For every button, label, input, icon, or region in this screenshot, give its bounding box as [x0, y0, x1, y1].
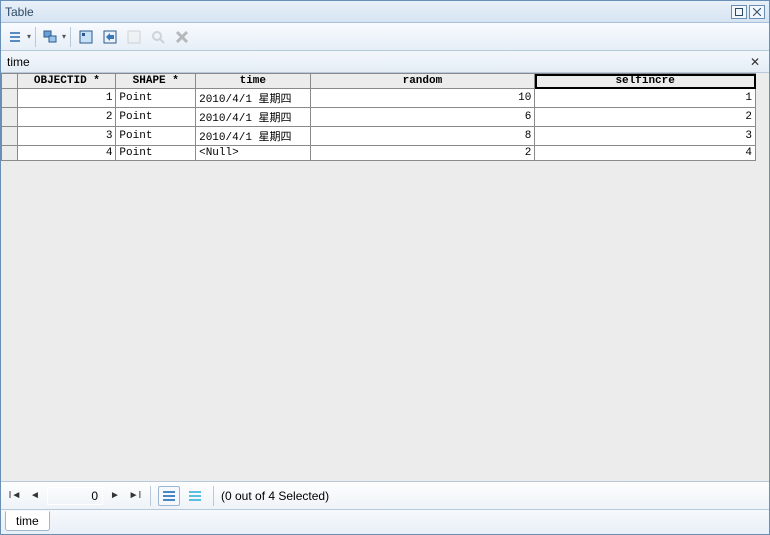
- delete-button[interactable]: [171, 26, 193, 48]
- cell-objectid[interactable]: 4: [18, 146, 116, 161]
- table-options-button[interactable]: [5, 26, 27, 48]
- row-header[interactable]: [2, 89, 18, 108]
- toolbar: ▾ ▾: [1, 23, 769, 51]
- zoom-selected-button[interactable]: [147, 26, 169, 48]
- row-header[interactable]: [2, 108, 18, 127]
- active-tab-label: time: [7, 55, 30, 69]
- col-header-selfincre[interactable]: selfincre: [535, 74, 756, 89]
- cell-random[interactable]: 8: [310, 127, 535, 146]
- table-row[interactable]: 2Point2010/4/1 星期四62: [2, 108, 756, 127]
- cell-selfincre[interactable]: 1: [535, 89, 756, 108]
- maximize-button[interactable]: [731, 5, 747, 19]
- cell-time[interactable]: 2010/4/1 星期四: [196, 127, 310, 146]
- cell-time[interactable]: 2010/4/1 星期四: [196, 89, 310, 108]
- selection-status: (0 out of 4 Selected): [221, 489, 329, 503]
- tab-close-button[interactable]: ✕: [747, 54, 763, 70]
- cell-time[interactable]: 2010/4/1 星期四: [196, 108, 310, 127]
- cell-shape[interactable]: Point: [116, 146, 196, 161]
- col-header-objectid[interactable]: OBJECTID *: [18, 74, 116, 89]
- header-row: OBJECTID * SHAPE * time random selfincre: [2, 74, 756, 89]
- select-by-attributes-button[interactable]: [75, 26, 97, 48]
- cell-objectid[interactable]: 1: [18, 89, 116, 108]
- bottom-tab-label: time: [16, 514, 39, 528]
- first-record-button[interactable]: I◄: [7, 488, 23, 504]
- col-header-random[interactable]: random: [310, 74, 535, 89]
- row-header[interactable]: [2, 146, 18, 161]
- cell-objectid[interactable]: 2: [18, 108, 116, 127]
- cell-selfincre[interactable]: 3: [535, 127, 756, 146]
- tab-strip: time ✕: [1, 51, 769, 73]
- record-position-input[interactable]: [47, 487, 103, 505]
- cell-shape[interactable]: Point: [116, 108, 196, 127]
- title-bar: Table: [1, 1, 769, 23]
- dropdown-icon[interactable]: ▾: [62, 32, 66, 41]
- show-all-records-button[interactable]: [158, 486, 180, 506]
- related-tables-button[interactable]: [40, 26, 62, 48]
- cell-selfincre[interactable]: 2: [535, 108, 756, 127]
- table-row[interactable]: 3Point2010/4/1 星期四83: [2, 127, 756, 146]
- bottom-tab-time[interactable]: time: [5, 511, 50, 531]
- cell-shape[interactable]: Point: [116, 89, 196, 108]
- cell-time[interactable]: <Null>: [196, 146, 310, 161]
- close-button[interactable]: [749, 5, 765, 19]
- cell-random[interactable]: 10: [310, 89, 535, 108]
- prev-record-button[interactable]: ◄: [27, 488, 43, 504]
- table-row[interactable]: 4Point<Null>24: [2, 146, 756, 161]
- row-header[interactable]: [2, 127, 18, 146]
- bottom-tab-bar: time: [1, 510, 769, 534]
- cell-shape[interactable]: Point: [116, 127, 196, 146]
- corner-cell[interactable]: [2, 74, 18, 89]
- col-header-shape[interactable]: SHAPE *: [116, 74, 196, 89]
- cell-selfincre[interactable]: 4: [535, 146, 756, 161]
- switch-selection-button[interactable]: [99, 26, 121, 48]
- cell-random[interactable]: 6: [310, 108, 535, 127]
- next-record-button[interactable]: ►: [107, 488, 123, 504]
- table-row[interactable]: 1Point2010/4/1 星期四101: [2, 89, 756, 108]
- data-table: OBJECTID * SHAPE * time random selfincre…: [1, 73, 756, 161]
- show-selected-records-button[interactable]: [184, 486, 206, 506]
- grid-area: OBJECTID * SHAPE * time random selfincre…: [1, 73, 769, 482]
- last-record-button[interactable]: ►I: [127, 488, 143, 504]
- dropdown-icon[interactable]: ▾: [27, 32, 31, 41]
- record-navigator: I◄ ◄ ► ►I (0 out of 4 Selected): [1, 482, 769, 510]
- clear-selection-button[interactable]: [123, 26, 145, 48]
- cell-objectid[interactable]: 3: [18, 127, 116, 146]
- cell-random[interactable]: 2: [310, 146, 535, 161]
- window-title: Table: [5, 5, 34, 19]
- col-header-time[interactable]: time: [196, 74, 310, 89]
